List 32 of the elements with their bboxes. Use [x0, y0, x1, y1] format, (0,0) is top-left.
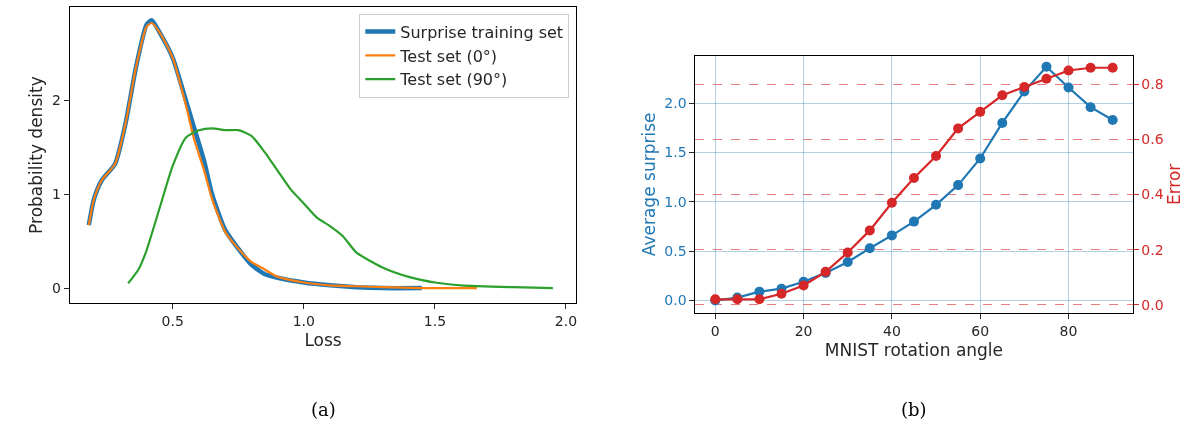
legend-label: Test set (0°)	[399, 46, 498, 66]
y2-tick-label: 0.8	[1141, 76, 1164, 93]
x-axis-title: MNIST rotation angle	[824, 340, 1004, 361]
y-axis-title: Average surprise	[638, 112, 659, 257]
x-tick-label: 20	[794, 322, 813, 339]
y2-tick-label: 0.2	[1141, 241, 1164, 258]
y2-axis-title: Error	[1163, 163, 1184, 206]
x-tick-label: 0.5	[161, 312, 184, 329]
y-tick-label: 2.0	[664, 95, 687, 112]
x-tick-label: 1.0	[292, 312, 315, 329]
y2-tick-label: 0.0	[1141, 296, 1164, 313]
x-tick-label: 2.0	[554, 312, 578, 329]
x-tick-label: 1.5	[423, 312, 447, 329]
y-tick-label: 0.5	[664, 243, 687, 260]
y-tick-label: 0	[51, 280, 61, 297]
y2-tick-label: 0.4	[1141, 186, 1164, 203]
x-tick-label: 80	[1059, 322, 1078, 339]
legend-label: Test set (90°)	[399, 70, 508, 90]
y-tick-label: 1.0	[664, 193, 687, 210]
y-tick-label: 0.0	[664, 292, 687, 309]
x-tick-label: 0	[710, 322, 720, 339]
text: (a)	[311, 399, 336, 420]
x-tick-label: 60	[971, 322, 990, 339]
y2-tick-label: 0.6	[1141, 131, 1164, 148]
y-tick-label: 1	[51, 186, 61, 203]
y-tick-label: 2	[51, 92, 61, 109]
text: (b)	[901, 399, 927, 420]
x-tick-label: 40	[882, 322, 901, 339]
x-axis-title: Loss	[304, 330, 342, 351]
y-tick-label: 1.5	[664, 144, 687, 161]
y-axis-title: Probability density	[26, 76, 47, 234]
legend-label: Surprise training set	[400, 22, 564, 42]
